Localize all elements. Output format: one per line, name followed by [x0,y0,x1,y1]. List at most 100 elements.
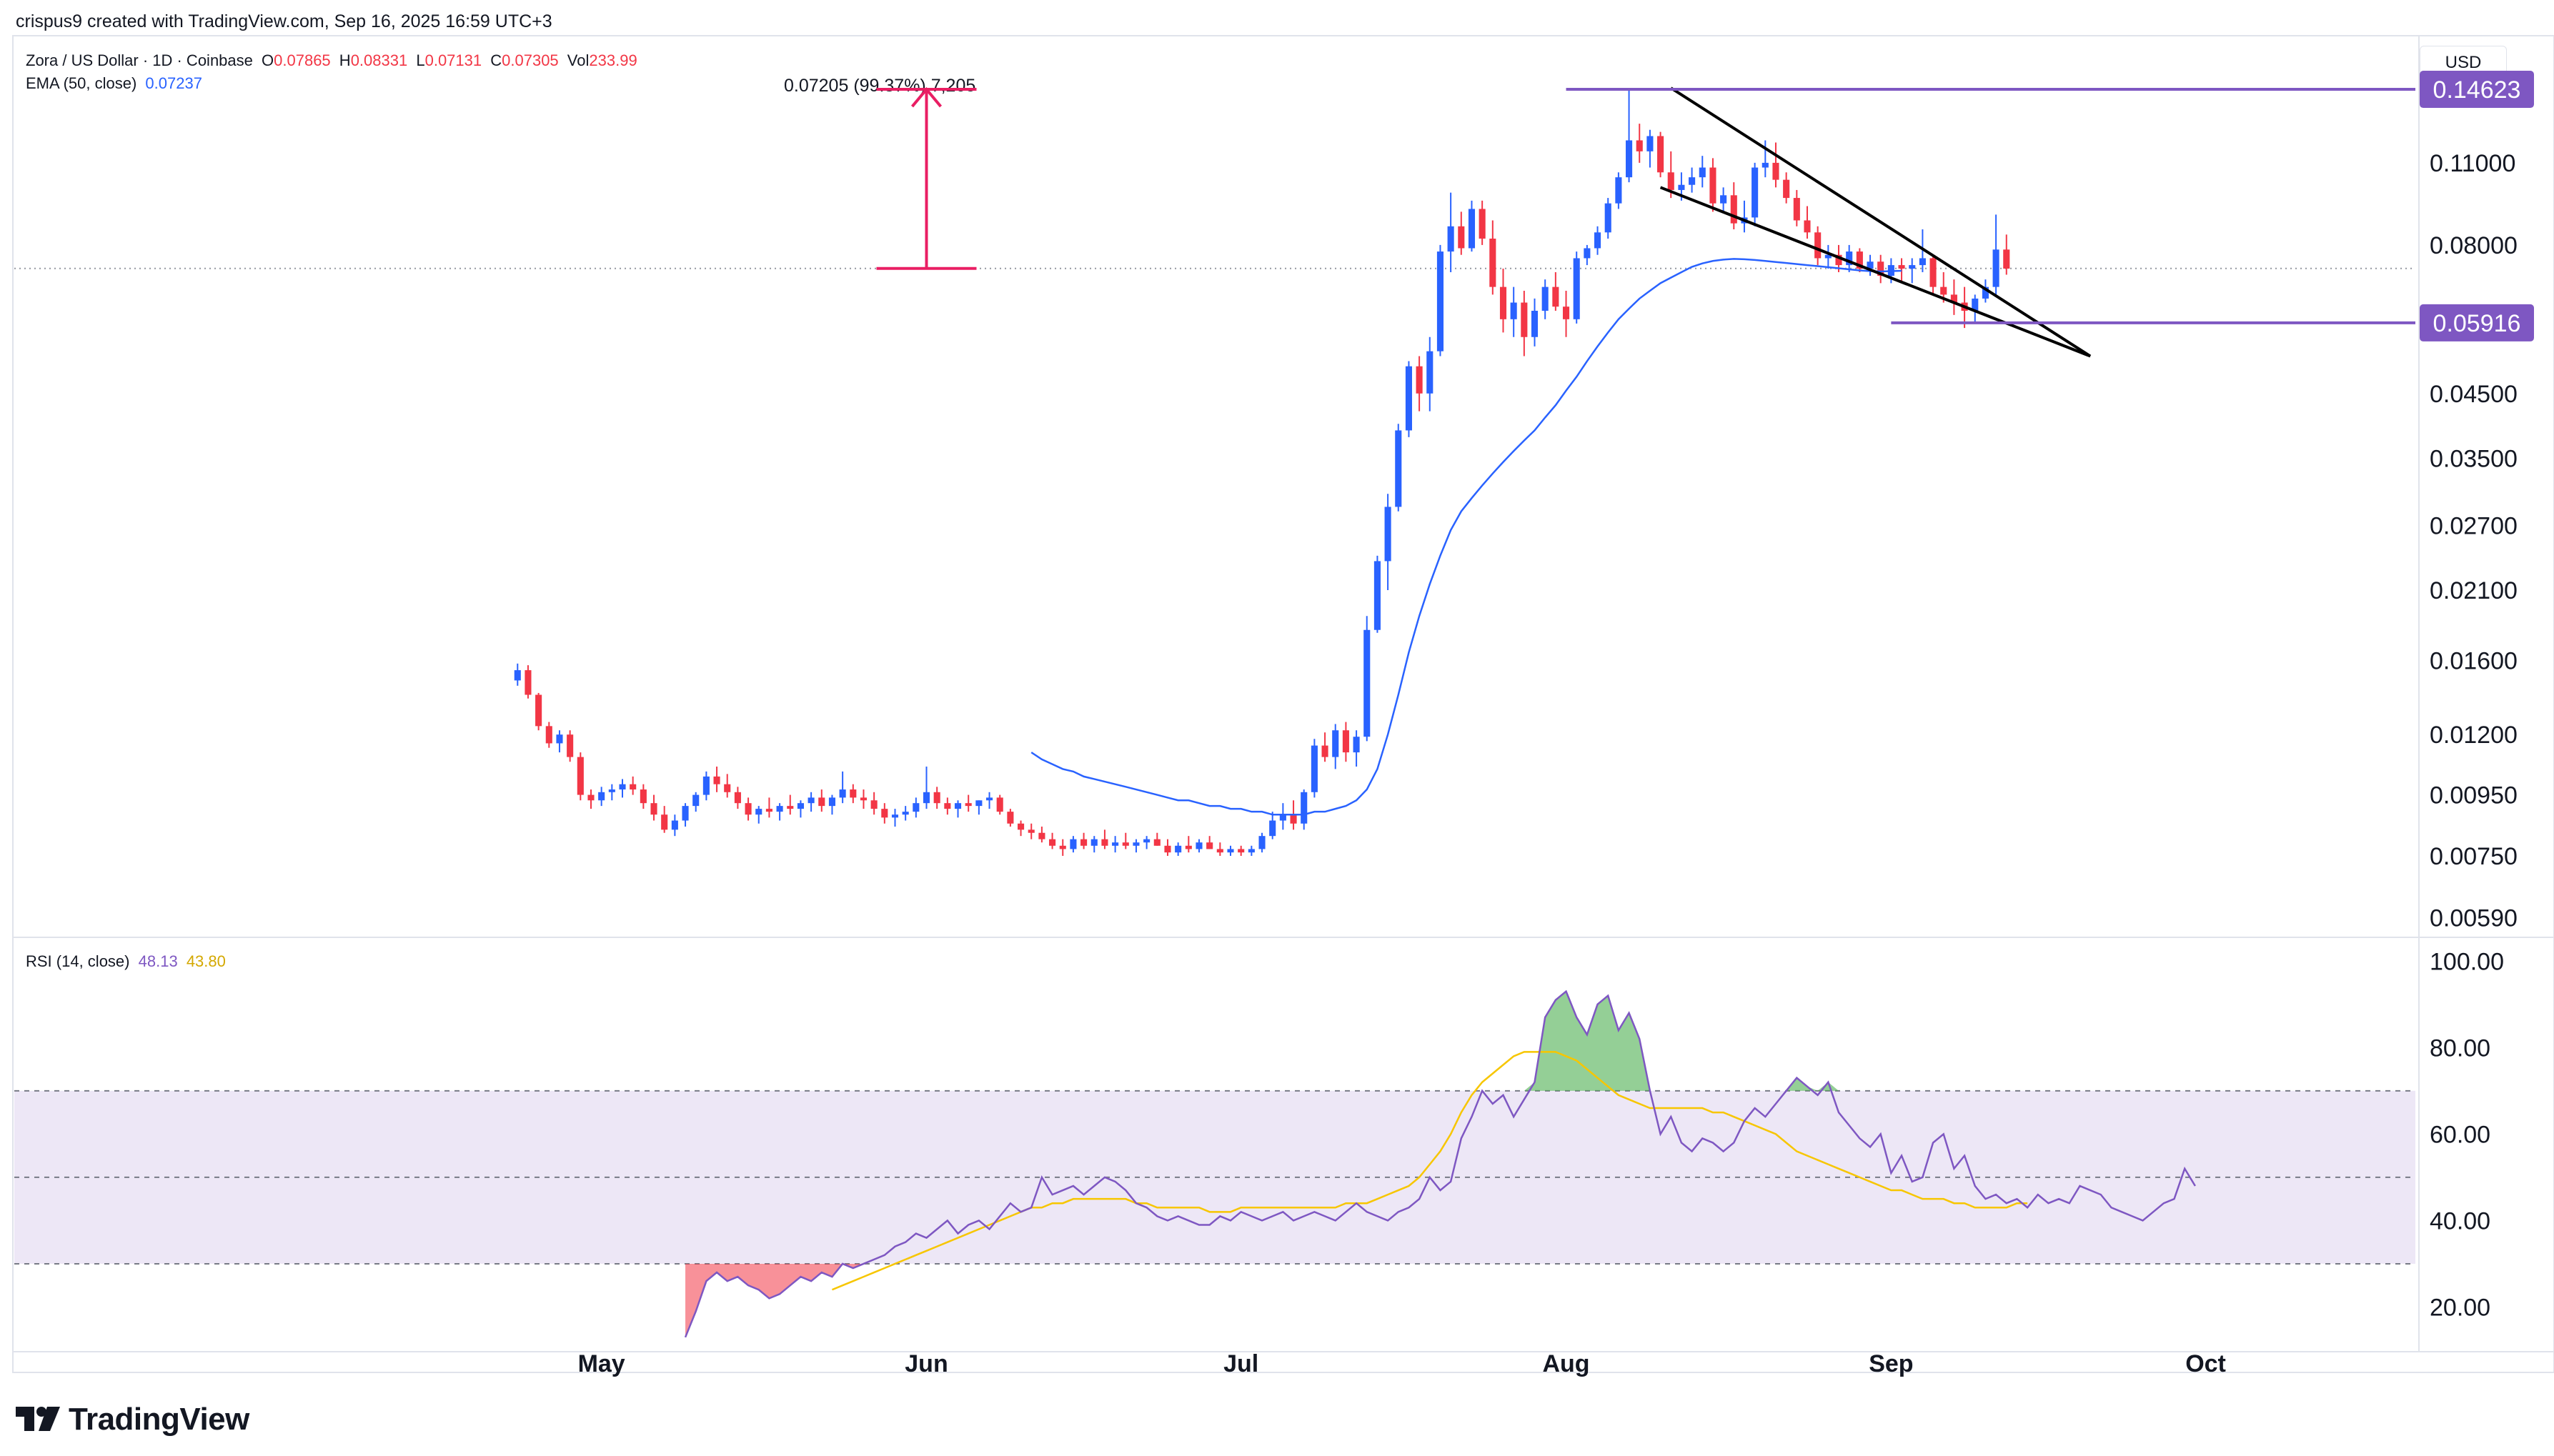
candle-body [1164,845,1171,853]
candle-body [1751,167,1759,218]
rsi-tick-label: 100.00 [2430,948,2504,975]
candle-body [1699,167,1706,178]
candle-body [1258,836,1266,849]
candle-body [818,797,825,807]
candle-body [1992,249,1999,287]
candle-body [598,792,605,801]
candle-body [1122,842,1129,846]
candle-body [1405,366,1412,431]
candle-body [1059,845,1066,849]
candle-body [1646,136,1654,151]
candle-body [828,797,836,807]
candle-body [1856,251,1863,269]
month-label-aug: Aug [1542,1350,1589,1377]
candle-body [1175,845,1182,853]
close-label: C [490,51,502,69]
candle-body [1762,162,1769,168]
rsi-tick-label: 80.00 [2430,1034,2490,1062]
candle-body [1332,730,1339,757]
candle-body [1447,226,1454,252]
candle-body [1206,842,1213,849]
candle-body [1824,254,1832,259]
candle-body [1783,179,1790,199]
price-tick-label: 0.11000 [2430,150,2515,177]
month-label-jun: Jun [905,1350,948,1377]
candle-body [1867,261,1874,269]
month-label-sep: Sep [1869,1350,1913,1377]
wedge-lower-line [1659,186,2091,358]
candle-body [1301,792,1308,824]
candle-body [1846,251,1853,266]
rsi-ma-value: 43.80 [186,952,226,970]
candle-body [1972,298,1979,311]
candle-body [1112,842,1119,846]
candle-body [1584,248,1591,259]
candle-body [1804,220,1811,233]
candle-body [1018,823,1025,830]
rsi-tick-label: 20.00 [2430,1294,2490,1321]
candle-body [640,789,647,804]
candle-body [797,803,804,809]
candle-body [923,792,930,804]
rsi-label: RSI (14, close) [26,952,130,970]
candle-body [1604,203,1611,233]
low-label: L [416,51,425,69]
ema-legend[interactable]: EMA (50, close) 0.07237 [26,74,207,93]
candle-body [996,797,1003,812]
ema-value: 0.07237 [145,74,202,92]
candle-body [724,784,731,792]
price-tick-label: 0.02700 [2430,512,2518,539]
candle-body [1070,839,1077,849]
symbol-name[interactable]: Zora / US Dollar · 1D · Coinbase [26,51,253,69]
tradingview-logo-text: TradingView [69,1402,249,1437]
candle-body [1877,261,1884,276]
tradingview-logo[interactable]: TradingView [16,1402,249,1437]
candle-body [1373,561,1381,630]
candle-body [1909,265,1916,269]
candle-body [1395,430,1402,507]
level-badge-label: 0.05916 [2433,310,2521,337]
candle-body [1814,232,1822,259]
candle-body [860,797,868,801]
price-tick-label: 0.00590 [2430,905,2518,932]
candle-body [765,809,772,812]
candle-body [1929,258,1937,287]
candle-body [902,812,909,815]
candle-body [1196,842,1203,849]
candle-body [1898,265,1905,269]
chart-frame [12,35,2554,1373]
candle-body [1531,310,1539,337]
candle-body [608,789,615,792]
candle-body [567,734,574,757]
candle-body [514,670,521,681]
candle-body [1772,162,1779,180]
candle-body [839,789,846,798]
candle-body [1279,814,1286,821]
candle-body [1416,366,1423,394]
price-tick-label: 0.02100 [2430,577,2518,604]
rsi-line [684,989,2196,1338]
candle-body [1982,286,1989,299]
candle-body [1342,730,1349,753]
ohlc-legend[interactable]: Zora / US Dollar · 1D · Coinbase O0.0786… [26,51,642,70]
candle-body [808,797,815,804]
open-label: O [262,51,274,69]
wedge-upper-line [1670,86,2092,358]
candle-body [525,670,532,695]
close-value: 0.07305 [502,51,559,69]
candle-body [577,757,584,795]
high-label: H [339,51,351,69]
price-tick-label: 0.01200 [2430,722,2518,749]
level-badge [2420,304,2534,341]
rsi-tick-label: 40.00 [2430,1207,2490,1235]
rsi-legend[interactable]: RSI (14, close) 48.13 43.80 [26,952,230,971]
candle-body [755,809,762,815]
price-tick-label: 0.00950 [2430,782,2518,809]
candle-body [913,803,920,812]
candle-body [1950,294,1957,303]
candle-body [734,792,741,804]
candle-body [2003,249,2010,269]
candle-body [1185,845,1192,849]
candle-body [1238,849,1245,853]
